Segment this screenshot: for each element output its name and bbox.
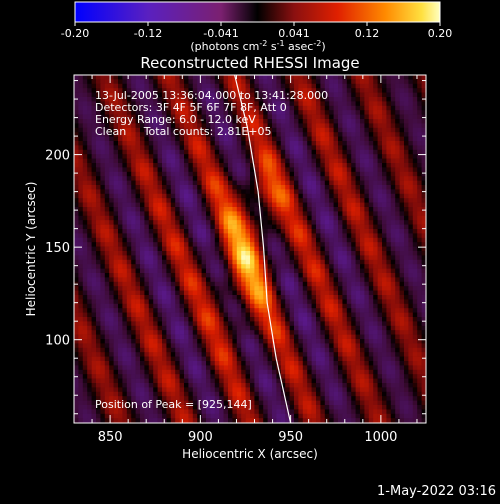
y-axis-label: Heliocentric Y (arcsec) <box>24 182 38 317</box>
y-tick-label: 100 <box>45 334 70 349</box>
y-tick-label: 150 <box>45 241 70 256</box>
y-tick-label: 200 <box>45 149 70 164</box>
colorbar-units: (photons cm-2 s-1 asec-2) <box>190 39 325 53</box>
x-tick-label: 1000 <box>364 430 397 445</box>
colorbar-tick-label: 0.20 <box>428 27 453 40</box>
peak-position-label: Position of Peak = [925,144] <box>95 398 252 411</box>
x-tick-label: 850 <box>98 430 123 445</box>
footer-date: 1-May-2022 03:16 <box>377 484 496 499</box>
x-axis-label: Heliocentric X (arcsec) <box>182 447 318 461</box>
x-tick-label: 950 <box>278 430 303 445</box>
colorbar-tick-label: -0.041 <box>203 27 238 40</box>
colorbar-tick-label: -0.20 <box>61 27 89 40</box>
colorbar-tick-label: -0.12 <box>134 27 162 40</box>
colorbar <box>75 2 440 22</box>
x-tick-label: 900 <box>188 430 213 445</box>
chart-title: Reconstructed RHESSI Image <box>140 54 359 72</box>
annotation-clean: Clean Total counts: 2.81E+05 <box>95 125 272 138</box>
colorbar-tick-label: 0.12 <box>355 27 380 40</box>
